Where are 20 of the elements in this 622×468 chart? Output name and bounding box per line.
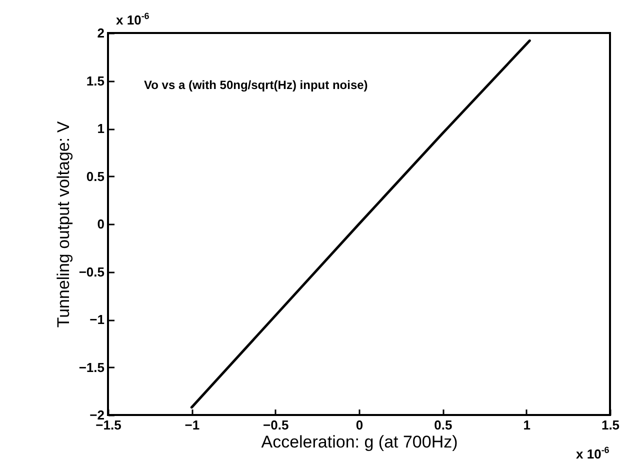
x-tick-label: −0.5	[262, 418, 289, 432]
annotation: Vo vs a (with 50ng/sqrt(Hz) input noise)	[144, 78, 368, 92]
y-tick-label: 0.5	[86, 168, 104, 184]
x-tick-label: 1	[523, 418, 530, 432]
y-axis-title: Tunneling output voltage: V	[54, 120, 73, 328]
y-tick-label: −1	[90, 312, 104, 327]
x-tick-label: 1.5	[601, 418, 620, 432]
y-tick-label: 1.5	[86, 73, 104, 88]
y-tick-label: 0	[97, 216, 104, 232]
x-tick-label: 0.5	[434, 418, 452, 432]
y-tick-label: −0.5	[78, 264, 104, 280]
y-tick-label: −1.5	[78, 360, 104, 375]
x-tick-label: −1	[184, 418, 200, 432]
x-axis-title: Acceleration: g (at 700Hz)	[261, 432, 458, 452]
y-tick-label: −2	[90, 408, 104, 422]
y-tick-label: 1	[97, 121, 104, 136]
text: x 10$^{-6}$	[576, 445, 610, 462]
x-tick-label: 0	[356, 418, 364, 432]
y-tick-label: 2	[97, 26, 104, 40]
text: x 10$^{-6}$	[116, 11, 150, 28]
